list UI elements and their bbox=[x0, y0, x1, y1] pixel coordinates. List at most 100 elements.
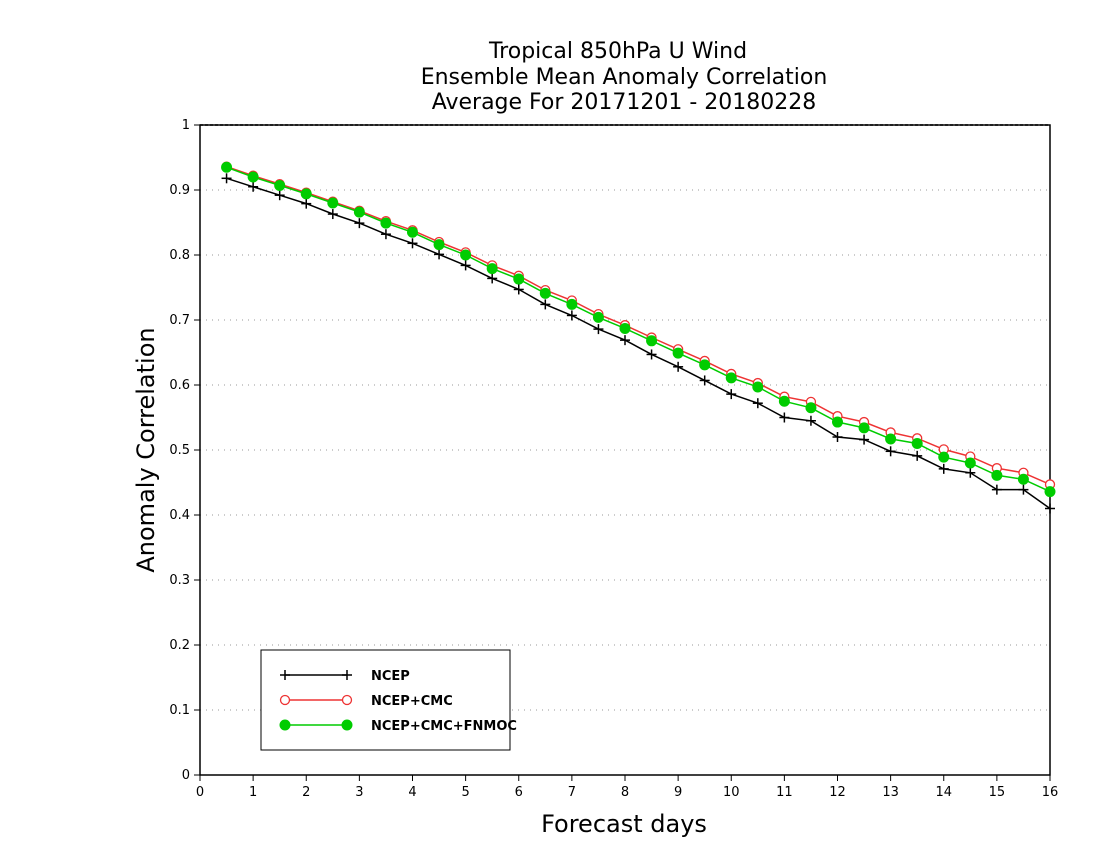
data-point-plus bbox=[752, 398, 763, 409]
x-tick-label: 16 bbox=[1042, 785, 1059, 800]
data-point-plus bbox=[460, 260, 471, 271]
data-point-plus bbox=[991, 484, 1002, 495]
x-tick-label: 14 bbox=[935, 785, 952, 800]
x-tick-label: 8 bbox=[621, 785, 629, 800]
data-point-filled-circle bbox=[353, 206, 365, 218]
y-tick-label: 0.5 bbox=[169, 443, 190, 458]
data-point-plus bbox=[540, 299, 551, 310]
y-tick-label: 0.6 bbox=[169, 378, 190, 393]
data-point-filled-circle bbox=[911, 438, 923, 449]
data-point-open-circle bbox=[341, 694, 353, 706]
data-point-plus bbox=[566, 310, 577, 321]
data-point-plus bbox=[726, 389, 737, 400]
series-line bbox=[226, 177, 1051, 510]
data-point-plus bbox=[938, 463, 949, 474]
title-line-1: Tropical 850hPa U Wind bbox=[488, 39, 747, 64]
data-point-plus bbox=[221, 173, 232, 184]
data-point-plus bbox=[1045, 503, 1055, 514]
x-axis-label: Forecast days bbox=[541, 810, 707, 838]
data-point-plus bbox=[513, 284, 524, 295]
series-ncep-cmc bbox=[221, 161, 1056, 490]
x-tick-label: 7 bbox=[568, 785, 576, 800]
data-point-filled-circle bbox=[274, 179, 286, 191]
data-point-plus bbox=[832, 432, 843, 442]
x-tick-label: 11 bbox=[776, 785, 793, 800]
x-axis-ticks: 0 1 2 3 4 5 6 7 8 9 10 11 12 13 14 15 16 bbox=[196, 775, 1058, 800]
y-axis-label: Anomaly Correlation bbox=[132, 327, 160, 572]
grid-lines bbox=[200, 189, 1050, 711]
data-point-plus bbox=[434, 249, 445, 260]
y-tick-label: 0.4 bbox=[169, 508, 190, 523]
data-point-filled-circle bbox=[725, 372, 737, 384]
series-ncep bbox=[221, 173, 1055, 514]
data-point-plus bbox=[779, 412, 790, 423]
data-point-plus bbox=[646, 349, 657, 360]
data-point-filled-circle bbox=[513, 273, 525, 285]
data-point-filled-circle bbox=[805, 402, 817, 414]
data-point-plus bbox=[965, 467, 976, 478]
data-point-plus bbox=[673, 361, 684, 372]
legend-box bbox=[260, 649, 511, 751]
data-point-filled-circle bbox=[964, 457, 976, 469]
data-point-filled-circle bbox=[778, 395, 790, 407]
y-tick-label: 0.8 bbox=[169, 248, 190, 263]
y-tick-label: 0.1 bbox=[169, 703, 190, 718]
x-tick-label: 10 bbox=[723, 785, 740, 800]
legend-item: NCEP+CMC bbox=[279, 694, 453, 709]
legend: NCEP NCEP+CMC NCEP+CMC+FNMOC bbox=[260, 649, 517, 751]
data-point-filled-circle bbox=[279, 719, 291, 731]
data-point-filled-circle bbox=[938, 451, 950, 463]
data-point-plus bbox=[248, 181, 259, 192]
y-tick-label: 0.9 bbox=[169, 183, 190, 198]
data-point-filled-circle bbox=[1017, 473, 1029, 485]
data-point-plus bbox=[805, 415, 816, 426]
chart-title: Tropical 850hPa U Wind Ensemble Mean Ano… bbox=[421, 39, 828, 115]
data-point-plus bbox=[593, 324, 604, 335]
data-point-plus bbox=[912, 450, 923, 461]
data-point-plus bbox=[280, 670, 290, 680]
data-point-filled-circle bbox=[247, 171, 259, 183]
x-tick-label: 12 bbox=[829, 785, 846, 800]
y-tick-label: 1 bbox=[182, 118, 190, 133]
data-point-plus bbox=[354, 218, 365, 229]
data-point-plus bbox=[274, 190, 285, 201]
data-point-plus bbox=[380, 229, 391, 240]
data-point-plus bbox=[327, 209, 338, 220]
title-line-2: Ensemble Mean Anomaly Correlation bbox=[421, 65, 828, 90]
data-point-open-circle bbox=[279, 694, 291, 706]
data-point-filled-circle bbox=[566, 298, 578, 310]
data-point-filled-circle bbox=[646, 335, 658, 347]
x-tick-label: 15 bbox=[989, 785, 1006, 800]
legend-item: NCEP+CMC+FNMOC bbox=[279, 719, 517, 734]
x-tick-label: 3 bbox=[355, 785, 363, 800]
legend-label: NCEP+CMC+FNMOC bbox=[371, 719, 517, 734]
series-ncep-cmc-fnmoc bbox=[221, 161, 1056, 498]
series-layer bbox=[221, 161, 1056, 514]
data-point-filled-circle bbox=[1044, 486, 1056, 498]
x-tick-label: 4 bbox=[408, 785, 416, 800]
title-line-3: Average For 20171201 - 20180228 bbox=[432, 90, 817, 115]
data-point-filled-circle bbox=[300, 188, 312, 200]
x-tick-label: 6 bbox=[515, 785, 523, 800]
data-point-filled-circle bbox=[858, 422, 870, 434]
data-point-filled-circle bbox=[407, 226, 418, 238]
data-point-filled-circle bbox=[341, 719, 353, 731]
legend-label: NCEP bbox=[371, 669, 410, 684]
x-tick-label: 2 bbox=[302, 785, 310, 800]
x-tick-label: 5 bbox=[461, 785, 469, 800]
data-point-filled-circle bbox=[460, 249, 472, 261]
data-point-plus bbox=[342, 670, 352, 680]
data-point-filled-circle bbox=[991, 469, 1003, 481]
data-point-plus bbox=[407, 238, 418, 249]
series-line bbox=[226, 165, 1051, 486]
data-point-filled-circle bbox=[672, 347, 684, 359]
data-point-filled-circle bbox=[433, 239, 445, 251]
y-tick-label: 0.7 bbox=[169, 313, 190, 328]
legend-label: NCEP+CMC bbox=[371, 694, 453, 709]
y-axis-ticks: 0 0.1 0.2 0.3 0.4 0.5 0.6 0.7 0.8 0.9 1 bbox=[169, 118, 200, 783]
data-point-filled-circle bbox=[380, 217, 392, 229]
legend-item: NCEP bbox=[280, 669, 410, 684]
data-point-filled-circle bbox=[539, 287, 551, 299]
data-point-filled-circle bbox=[592, 311, 604, 323]
